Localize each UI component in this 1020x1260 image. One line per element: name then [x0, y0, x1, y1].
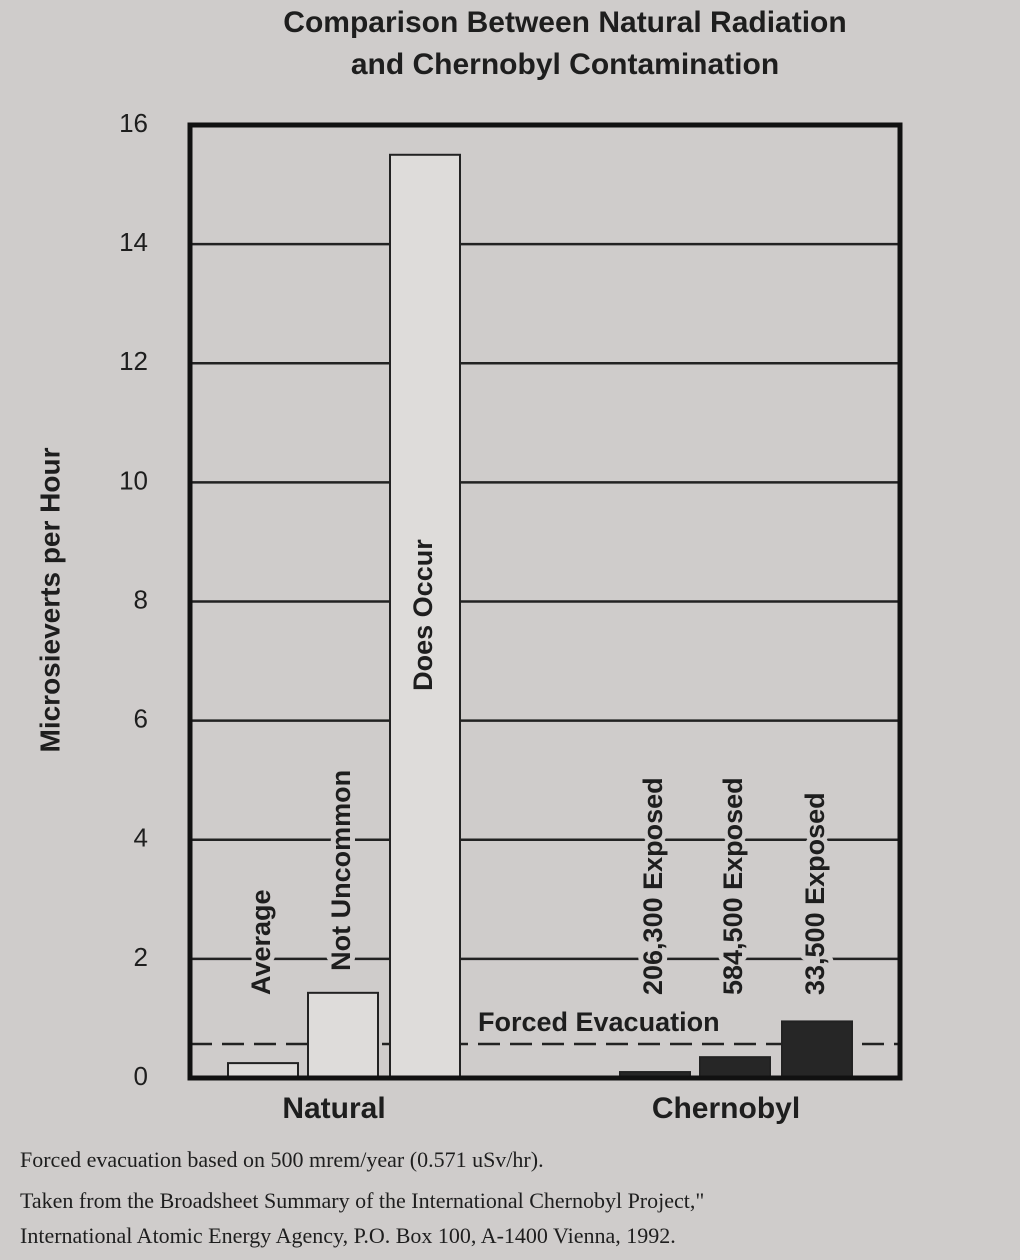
chart-title: Comparison Between Natural Radiation — [283, 6, 846, 39]
group-label: Chernobyl — [652, 1092, 800, 1125]
y-tick-label: 10 — [119, 465, 148, 495]
bar — [307, 991, 379, 1079]
reference-label: Forced Evacuation — [478, 1007, 720, 1037]
bar — [389, 153, 461, 1079]
bar-label: Not Uncommon — [326, 770, 356, 971]
footnote: Taken from the Broadsheet Summary of the… — [20, 1188, 704, 1213]
y-tick-label: 2 — [134, 942, 148, 972]
chart-title: and Chernobyl Contamination — [351, 48, 779, 81]
y-tick-label: 16 — [119, 108, 148, 138]
bar-label: Average — [246, 889, 276, 995]
y-tick-label: 4 — [134, 823, 148, 853]
y-tick-label: 0 — [134, 1061, 148, 1091]
bar-label: Does Occur — [408, 539, 438, 691]
bar — [699, 1056, 771, 1079]
footnote: Forced evacuation based on 500 mrem/year… — [20, 1147, 544, 1172]
y-tick-label: 12 — [119, 346, 148, 376]
footnote: International Atomic Energy Agency, P.O.… — [20, 1223, 676, 1248]
y-tick-label: 14 — [119, 227, 148, 257]
group-label: Natural — [282, 1092, 385, 1125]
y-axis-label: Microsieverts per Hour — [34, 447, 65, 752]
bar — [781, 1020, 853, 1080]
bar-label: 206,300 Exposed — [638, 777, 668, 995]
y-tick-label: 6 — [134, 704, 148, 734]
plot-frame — [187, 122, 903, 1081]
bar-label: 33,500 Exposed — [800, 792, 830, 995]
bar-label: 584,500 Exposed — [718, 777, 748, 995]
y-tick-label: 8 — [134, 584, 148, 614]
